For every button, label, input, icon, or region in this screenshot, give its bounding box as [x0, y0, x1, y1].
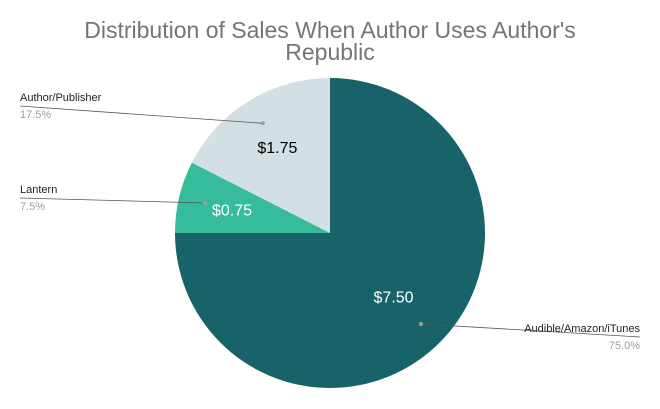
callout-dot-lantern — [202, 200, 207, 205]
callout-percent-author-publisher: 17.5% — [20, 109, 51, 121]
pie-slice-author-publisher — [191, 78, 330, 233]
callout-name-lantern: Lantern — [20, 184, 57, 196]
callout-percent-audible-amazon-itunes: 75.0% — [609, 340, 640, 352]
callout-author-publisher: Author/Publisher 17.5% — [19, 92, 265, 126]
callout-lantern: Lantern 7.5% — [19, 184, 207, 213]
chart-title-line-2: Republic — [285, 39, 375, 65]
pie-slice-lantern — [175, 162, 330, 233]
callout-line-audible-amazon-itunes — [420, 323, 641, 338]
callout-line-lantern — [19, 197, 205, 204]
callout-name-author-publisher: Author/Publisher — [20, 92, 102, 104]
callout-audible-amazon-itunes: Audible/Amazon/iTunes 75.0% — [418, 321, 641, 352]
chart-title-line-1: Distribution of Sales When Author Uses A… — [84, 17, 575, 43]
slice-value-label-author-publisher: $1.75 — [257, 140, 297, 157]
slice-value-label-lantern: $0.75 — [212, 202, 252, 219]
callout-line-author-publisher — [19, 105, 263, 124]
slice-value-label-audible-amazon-itunes: $7.50 — [374, 290, 414, 307]
callout-name-audible-amazon-itunes: Audible/Amazon/iTunes — [524, 323, 640, 335]
callout-percent-lantern: 7.5% — [20, 201, 45, 213]
callout-dot-author-publisher — [260, 121, 265, 126]
callout-dot-audible-amazon-itunes — [418, 321, 423, 326]
